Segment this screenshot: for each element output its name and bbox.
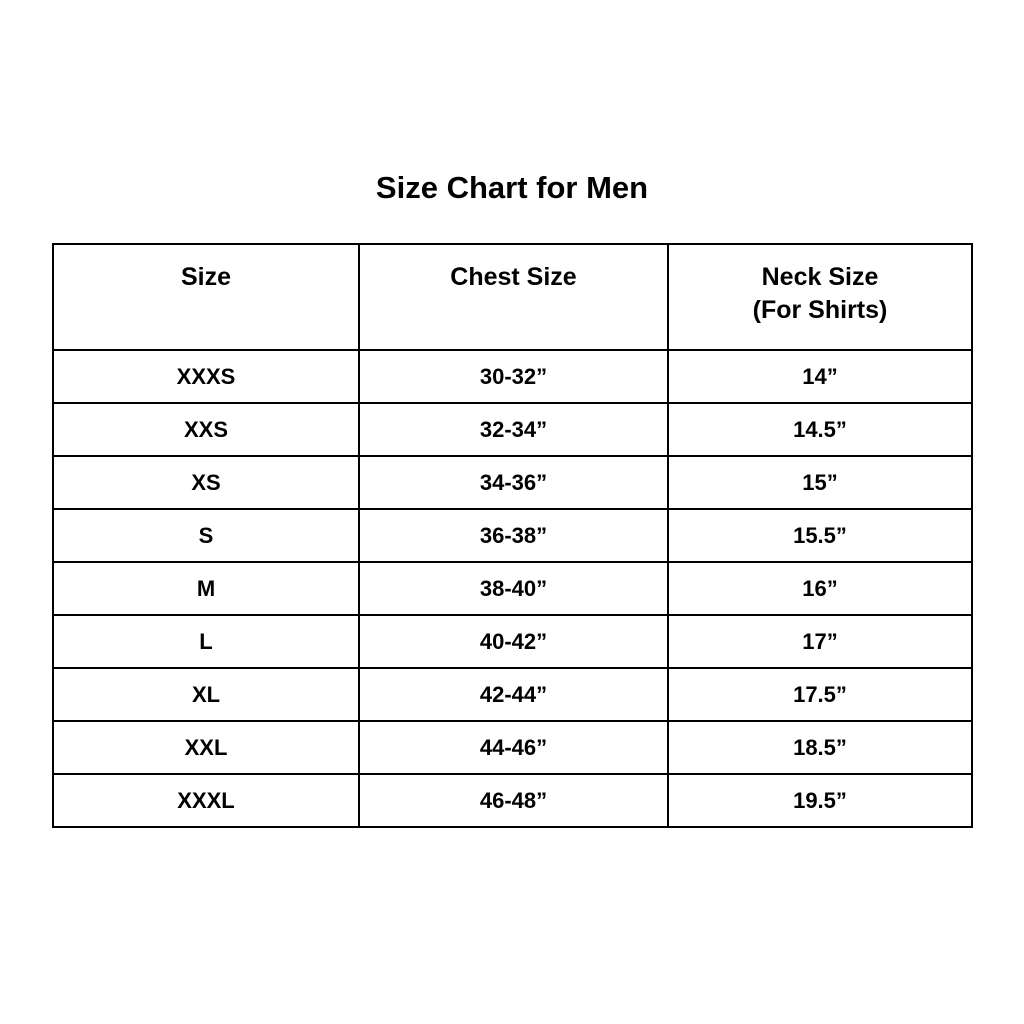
neck-cell: 19.5” [667,773,973,828]
header-neck-line2: (For Shirts) [752,296,888,324]
chest-cell: 38-40” [358,561,669,616]
header-cell-size: Size [52,243,360,351]
neck-cell: 16” [667,561,973,616]
table-row: M 38-40” 16” [52,561,973,616]
neck-cell: 18.5” [667,720,973,775]
chest-cell: 34-36” [358,455,669,510]
size-cell: XXS [52,402,360,457]
table-row: XXXL 46-48” 19.5” [52,773,973,828]
table-row: XL 42-44” 17.5” [52,667,973,722]
size-cell: L [52,614,360,669]
table-row: XS 34-36” 15” [52,455,973,510]
neck-cell: 14.5” [667,402,973,457]
neck-cell: 17.5” [667,667,973,722]
chest-cell: 42-44” [358,667,669,722]
table-row: S 36-38” 15.5” [52,508,973,563]
header-row: Size Chest Size Neck Size (For Shirts) [52,243,973,351]
header-cell-neck: Neck Size (For Shirts) [667,243,973,351]
size-cell: XXXS [52,349,360,404]
chest-cell: 44-46” [358,720,669,775]
size-cell: XXL [52,720,360,775]
size-cell: XS [52,455,360,510]
chest-cell: 30-32” [358,349,669,404]
neck-cell: 15.5” [667,508,973,563]
size-cell: M [52,561,360,616]
size-chart-table: Size Chest Size Neck Size (For Shirts) X… [52,243,973,828]
header-cell-chest: Chest Size [358,243,669,351]
chest-cell: 46-48” [358,773,669,828]
size-cell: XXXL [52,773,360,828]
table-header: Size Chest Size Neck Size (For Shirts) [52,243,973,351]
chest-cell: 40-42” [358,614,669,669]
size-cell: XL [52,667,360,722]
table-body: XXXS 30-32” 14” XXS 32-34” 14.5” XS 34-3… [52,349,973,828]
chest-cell: 36-38” [358,508,669,563]
page-title: Size Chart for Men [375,170,649,205]
chest-cell: 32-34” [358,402,669,457]
table-row: XXXS 30-32” 14” [52,349,973,404]
neck-cell: 15” [667,455,973,510]
table-row: XXL 44-46” 18.5” [52,720,973,775]
neck-cell: 17” [667,614,973,669]
header-neck-line1: Neck Size [761,263,879,291]
neck-cell: 14” [667,349,973,404]
size-cell: S [52,508,360,563]
table-row: L 40-42” 17” [52,614,973,669]
table-row: XXS 32-34” 14.5” [52,402,973,457]
